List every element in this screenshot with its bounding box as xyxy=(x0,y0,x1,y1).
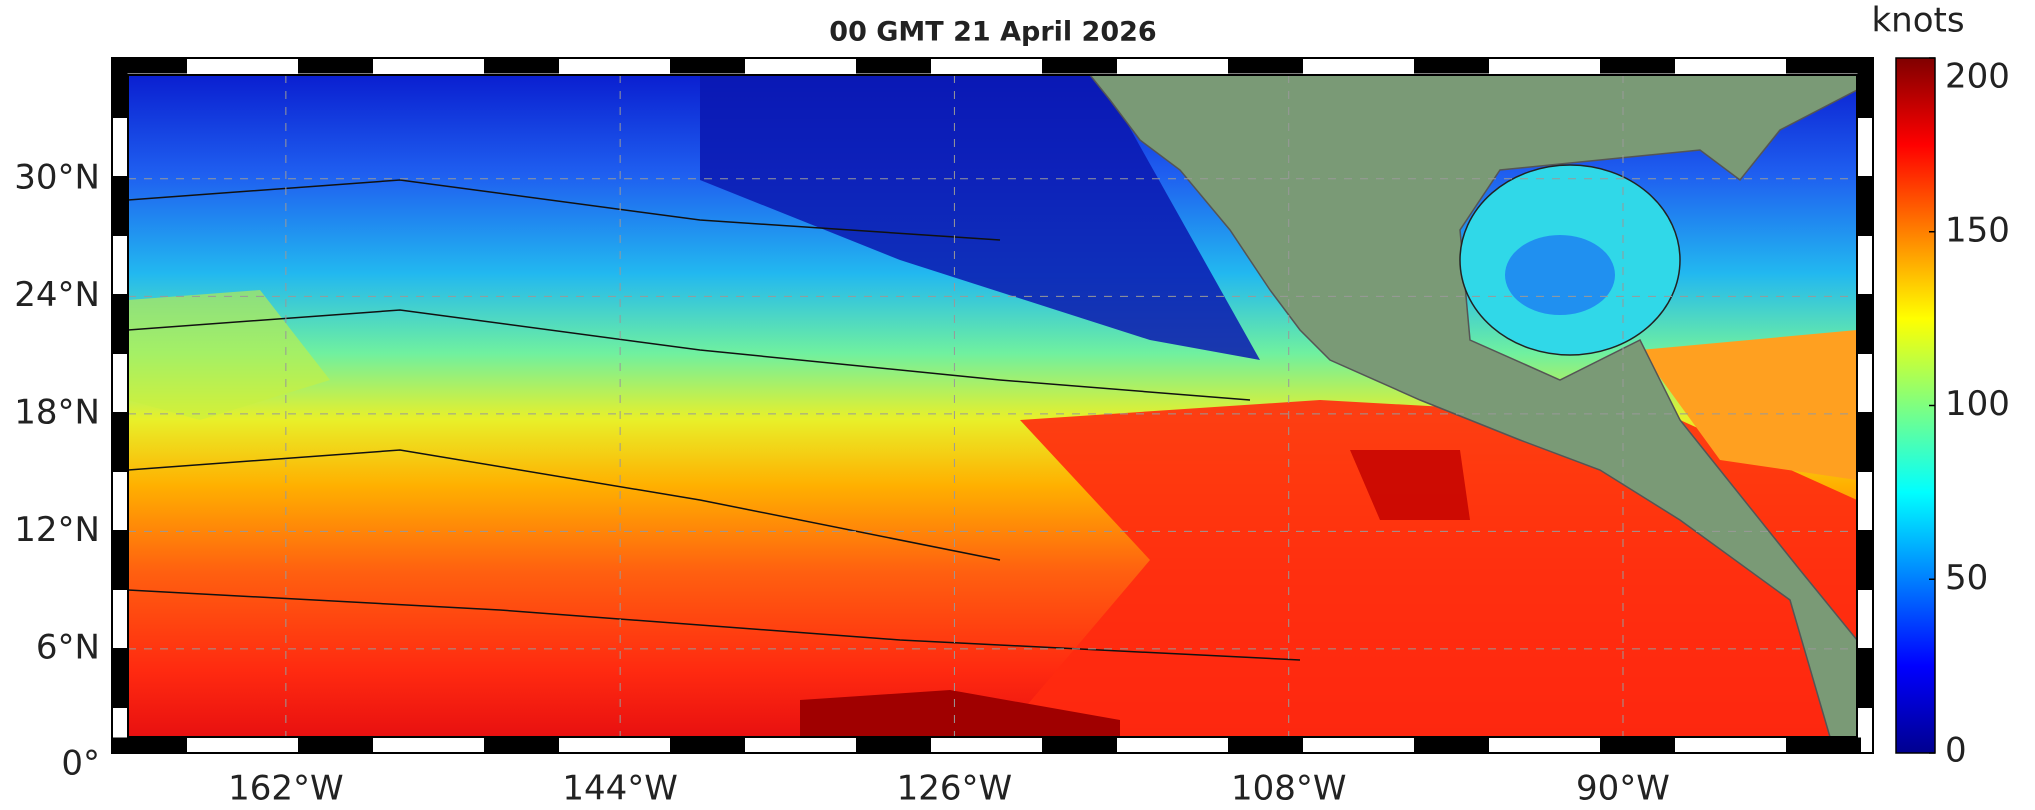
colorbar-tick-label: 100 xyxy=(1945,384,2010,424)
y-tick-label: 0° xyxy=(61,744,100,784)
colorbar xyxy=(1895,57,1936,754)
x-tick-label: 126°W xyxy=(897,769,1013,809)
y-tick-label: 18°N xyxy=(14,392,100,432)
colorbar-tick-label: 50 xyxy=(1945,558,1988,598)
colorbar-tick-label: 200 xyxy=(1945,57,2010,97)
x-tick-label: 144°W xyxy=(562,769,678,809)
map-frame xyxy=(111,57,1874,754)
x-tick-label: 162°W xyxy=(228,769,344,809)
x-tick-label: 90°W xyxy=(1576,769,1670,809)
colorbar-label: knots xyxy=(1871,1,1964,41)
y-tick-label: 12°N xyxy=(14,510,100,550)
colorbar-tick-label: 150 xyxy=(1945,210,2010,250)
colorbar-tick-label: 0 xyxy=(1945,731,1967,771)
y-tick-label: 30°N xyxy=(14,157,100,197)
wind-field xyxy=(128,75,1857,737)
x-tick-label: 108°W xyxy=(1231,769,1347,809)
y-tick-label: 24°N xyxy=(14,275,100,315)
y-tick-label: 6°N xyxy=(36,627,100,667)
map-title: 00 GMT 21 April 2026 xyxy=(829,17,1156,48)
grid xyxy=(128,75,1857,737)
